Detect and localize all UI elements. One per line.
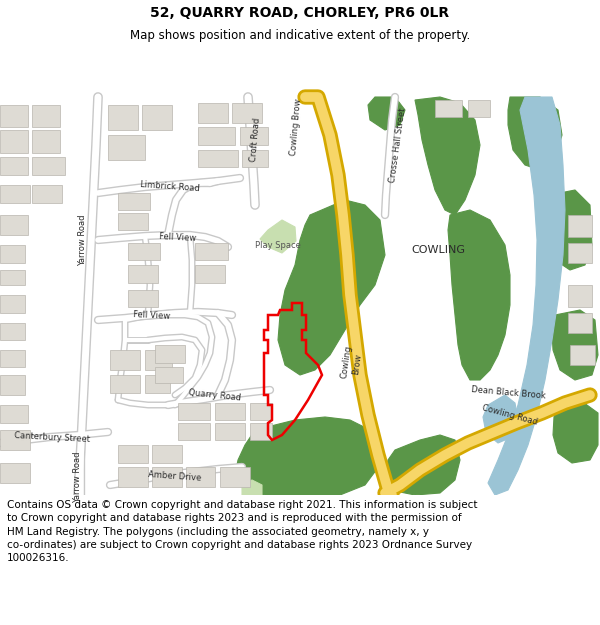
Text: Map shows position and indicative extent of the property.: Map shows position and indicative extent… [130, 29, 470, 42]
Polygon shape [0, 295, 25, 313]
Polygon shape [128, 265, 158, 283]
Text: 52, QUARRY ROAD, CHORLEY, PR6 0LR: 52, QUARRY ROAD, CHORLEY, PR6 0LR [151, 6, 449, 19]
Polygon shape [198, 127, 235, 145]
Polygon shape [448, 210, 510, 380]
Text: Fell View: Fell View [159, 231, 197, 242]
Polygon shape [128, 243, 160, 260]
Polygon shape [178, 423, 210, 440]
Polygon shape [198, 103, 228, 123]
Polygon shape [32, 185, 62, 203]
Polygon shape [128, 290, 158, 307]
Polygon shape [108, 135, 145, 160]
Polygon shape [240, 127, 268, 145]
Polygon shape [220, 467, 250, 487]
Text: Crosse Hall Street: Crosse Hall Street [388, 107, 408, 183]
Text: Yarrow Road: Yarrow Road [74, 451, 83, 503]
Polygon shape [155, 345, 185, 363]
Polygon shape [368, 97, 405, 130]
Polygon shape [508, 97, 562, 170]
Text: Cowling
Brow: Cowling Brow [340, 345, 364, 381]
Polygon shape [198, 150, 238, 167]
Polygon shape [552, 310, 598, 380]
Polygon shape [235, 417, 380, 495]
Polygon shape [435, 100, 462, 117]
Polygon shape [0, 405, 28, 423]
Polygon shape [152, 467, 182, 487]
Polygon shape [152, 445, 182, 463]
Polygon shape [0, 270, 25, 285]
Polygon shape [0, 463, 30, 483]
Polygon shape [415, 97, 480, 215]
Polygon shape [0, 215, 28, 235]
Polygon shape [0, 130, 28, 153]
Text: Canterbury Street: Canterbury Street [14, 431, 90, 444]
Text: Cowling Brow: Cowling Brow [289, 98, 303, 156]
Text: COWLING: COWLING [411, 245, 465, 255]
Polygon shape [468, 100, 490, 117]
Polygon shape [385, 435, 460, 495]
Polygon shape [0, 375, 25, 395]
Polygon shape [242, 480, 262, 495]
Polygon shape [488, 97, 565, 495]
Polygon shape [0, 185, 30, 203]
Polygon shape [215, 403, 245, 420]
Polygon shape [195, 243, 228, 260]
Text: Amber Drive: Amber Drive [148, 469, 202, 482]
Text: Play Space: Play Space [255, 241, 301, 249]
Polygon shape [0, 157, 28, 175]
Polygon shape [0, 430, 30, 450]
Polygon shape [118, 193, 150, 210]
Polygon shape [260, 220, 296, 253]
Text: Contains OS data © Crown copyright and database right 2021. This information is : Contains OS data © Crown copyright and d… [7, 500, 478, 563]
Polygon shape [32, 105, 60, 127]
Polygon shape [195, 265, 225, 283]
Polygon shape [110, 350, 140, 370]
Polygon shape [547, 190, 592, 270]
Polygon shape [568, 215, 592, 237]
Polygon shape [242, 150, 268, 167]
Text: Quarry Road: Quarry Road [188, 388, 242, 402]
Text: Limbrick Road: Limbrick Road [140, 181, 200, 194]
Polygon shape [0, 105, 28, 127]
Polygon shape [215, 423, 245, 440]
Polygon shape [142, 105, 172, 130]
Text: Fell View: Fell View [133, 309, 171, 321]
Polygon shape [110, 375, 140, 393]
Polygon shape [568, 243, 592, 263]
Polygon shape [232, 103, 262, 123]
Polygon shape [483, 395, 518, 443]
Polygon shape [278, 200, 385, 375]
Polygon shape [570, 345, 595, 365]
Polygon shape [32, 130, 60, 153]
Polygon shape [118, 467, 148, 487]
Polygon shape [108, 105, 138, 130]
Polygon shape [0, 323, 25, 340]
Text: Yarrow Road: Yarrow Road [79, 214, 88, 266]
Polygon shape [145, 350, 172, 370]
Polygon shape [0, 245, 25, 263]
Polygon shape [568, 313, 592, 333]
Polygon shape [250, 423, 272, 440]
Polygon shape [178, 403, 210, 420]
Polygon shape [250, 403, 272, 420]
Text: Cowling Road: Cowling Road [481, 403, 539, 427]
Polygon shape [553, 400, 598, 463]
Polygon shape [0, 350, 25, 367]
Text: Dean Black Brook: Dean Black Brook [470, 385, 545, 401]
Polygon shape [145, 375, 170, 393]
Polygon shape [155, 367, 183, 383]
Polygon shape [568, 285, 592, 307]
Polygon shape [186, 467, 215, 487]
Text: Croft Road: Croft Road [248, 118, 262, 162]
Polygon shape [118, 213, 148, 230]
Polygon shape [32, 157, 65, 175]
Polygon shape [118, 445, 148, 463]
